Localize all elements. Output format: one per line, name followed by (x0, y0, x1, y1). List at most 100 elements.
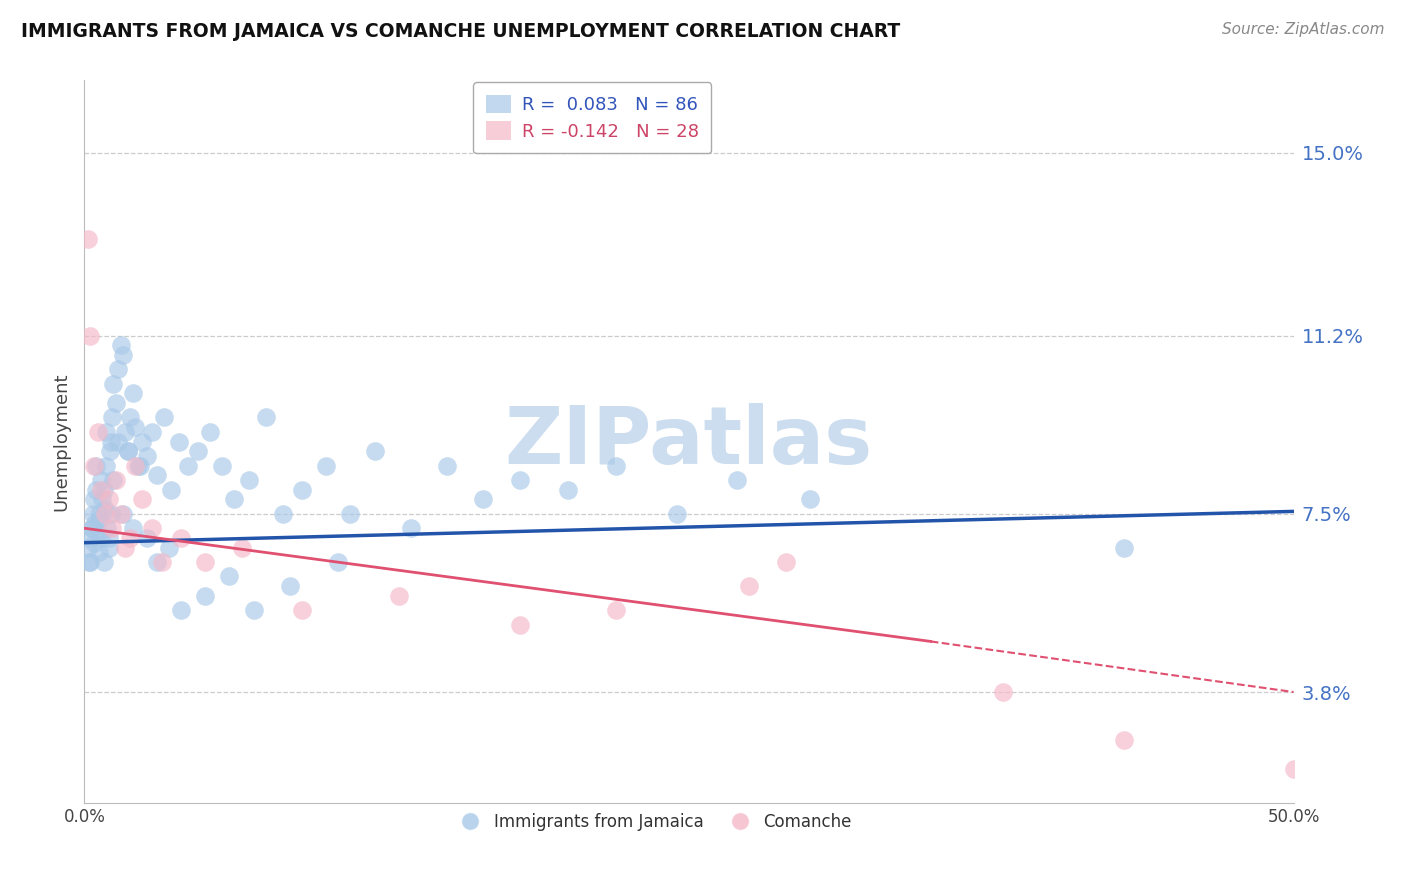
Point (86, 458, 108, 473)
Point (112, 507, 135, 521)
Point (90, 483, 112, 497)
Point (110, 507, 132, 521)
Point (291, 603, 314, 617)
Text: IMMIGRANTS FROM JAMAICA VS COMANCHE UNEMPLOYMENT CORRELATION CHART: IMMIGRANTS FROM JAMAICA VS COMANCHE UNEM… (21, 22, 900, 41)
Point (339, 507, 361, 521)
Point (100, 434, 122, 449)
Point (170, 531, 193, 545)
Point (110, 338, 132, 352)
Legend: Immigrants from Jamaica, Comanche: Immigrants from Jamaica, Comanche (447, 806, 859, 838)
Point (187, 444, 209, 458)
Point (254, 410, 277, 425)
Point (79, 328, 101, 343)
Point (124, 458, 146, 473)
Point (121, 386, 143, 401)
Point (86, 483, 108, 497)
Point (77, 232, 100, 246)
Point (112, 348, 135, 362)
Point (141, 521, 163, 535)
Point (103, 376, 125, 391)
Point (82, 507, 104, 521)
Text: ZIPatlas: ZIPatlas (505, 402, 873, 481)
Point (83, 492, 105, 507)
Point (388, 589, 411, 603)
Point (167, 434, 190, 449)
Point (120, 531, 142, 545)
Point (84, 516, 107, 531)
Point (1114, 541, 1136, 555)
Point (79, 555, 101, 569)
Point (436, 458, 458, 473)
Point (97, 492, 120, 507)
Point (94, 507, 117, 521)
Point (775, 555, 797, 569)
Point (157, 541, 180, 555)
Point (94, 502, 117, 516)
Point (799, 492, 821, 507)
Point (129, 458, 152, 473)
Point (120, 410, 142, 425)
Point (231, 541, 253, 555)
Point (117, 444, 139, 458)
Point (170, 603, 193, 617)
Point (96, 521, 118, 535)
Point (101, 521, 124, 535)
Point (93, 555, 115, 569)
Point (80, 521, 103, 535)
Point (104, 473, 127, 487)
Point (103, 473, 125, 487)
Point (114, 541, 136, 555)
Point (77, 541, 100, 555)
Point (91, 492, 114, 507)
Point (90, 473, 112, 487)
Point (242, 603, 264, 617)
Point (80, 521, 103, 535)
Point (127, 458, 149, 473)
Point (93, 483, 115, 497)
Point (117, 444, 139, 458)
Point (97, 541, 120, 555)
Point (557, 483, 579, 497)
Point (605, 603, 627, 617)
Point (83, 535, 105, 549)
Point (509, 473, 531, 487)
Point (509, 617, 531, 632)
Point (328, 555, 350, 569)
Point (224, 492, 246, 507)
Point (86, 526, 108, 541)
Point (194, 555, 217, 569)
Point (104, 396, 127, 410)
Point (90, 531, 112, 545)
Point (146, 555, 169, 569)
Point (665, 507, 688, 521)
Point (291, 483, 314, 497)
Point (107, 434, 129, 449)
Point (89, 511, 111, 525)
Point (94, 458, 117, 473)
Point (993, 685, 1015, 699)
Point (101, 410, 124, 425)
Text: Source: ZipAtlas.com: Source: ZipAtlas.com (1222, 22, 1385, 37)
Point (121, 521, 143, 535)
Point (114, 425, 136, 439)
Point (194, 589, 217, 603)
Point (177, 458, 200, 473)
Point (131, 492, 153, 507)
Point (87, 507, 110, 521)
Point (141, 425, 163, 439)
Point (87, 545, 110, 559)
Point (86, 425, 108, 439)
Point (315, 458, 337, 473)
Y-axis label: Unemployment: Unemployment (52, 372, 70, 511)
Point (218, 569, 240, 583)
Point (1282, 762, 1305, 776)
Point (238, 473, 260, 487)
Point (160, 483, 183, 497)
Point (98, 444, 121, 458)
Point (725, 473, 748, 487)
Point (605, 458, 627, 473)
Point (77, 531, 100, 545)
Point (107, 362, 129, 376)
Point (136, 531, 159, 545)
Point (136, 449, 159, 463)
